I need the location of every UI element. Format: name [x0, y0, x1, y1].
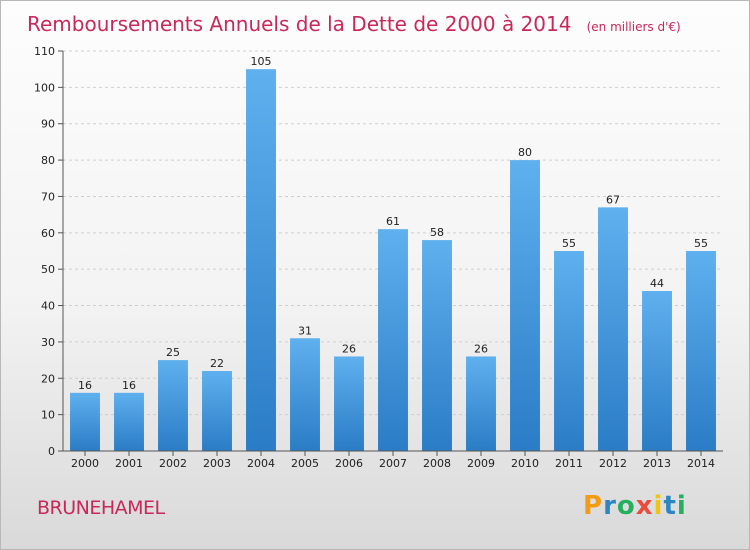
y-tick-label: 0	[48, 445, 55, 458]
bars: 16 16 25 22 105 31 26 61 58 26 80 55 67 44 55	[70, 55, 716, 451]
bar-2007	[378, 229, 408, 451]
data-label-2012: 67	[606, 193, 620, 206]
chart-title: Remboursements Annuels de la Dette de 20…	[27, 12, 681, 36]
y-tick-label: 70	[41, 190, 55, 203]
data-label-2008: 58	[430, 226, 444, 239]
chart-title-unit: (en milliers d'€)	[587, 20, 681, 34]
logo-letter: x	[635, 491, 654, 521]
bar-2005	[290, 338, 320, 451]
bar-2013	[642, 291, 672, 451]
x-tick-label-2001: 2001	[115, 457, 143, 470]
bar-2014	[686, 251, 716, 451]
y-tick-label: 40	[41, 300, 55, 313]
data-label-2002: 25	[166, 346, 180, 359]
data-label-2009: 26	[474, 342, 488, 355]
x-tick-label-2012: 2012	[599, 457, 627, 470]
y-axis: 0 10 20 30 40 50 60 70 80 90 100 110	[34, 45, 64, 458]
logo-letter: i	[653, 491, 664, 521]
x-axis: 2000 2001 2002 2003 2004 2005 2006 2007 2008 2009…	[63, 450, 723, 470]
data-label-2004: 105	[251, 55, 272, 68]
bar-2012	[598, 207, 628, 451]
x-tick-label-2000: 2000	[71, 457, 99, 470]
x-tick-label-2014: 2014	[687, 457, 715, 470]
bar-2003	[202, 371, 232, 451]
logo-letter: t	[663, 491, 677, 521]
data-label-2003: 22	[210, 357, 224, 370]
y-tick-label: 60	[41, 227, 55, 240]
data-label-2000: 16	[78, 379, 92, 392]
bar-2009	[466, 356, 496, 451]
x-tick-label-2008: 2008	[423, 457, 451, 470]
logo-letter: r	[603, 491, 617, 521]
y-tick-label: 20	[41, 372, 55, 385]
x-tick-label-2013: 2013	[643, 457, 671, 470]
bar-2010	[510, 160, 540, 451]
place-name: BRUNEHAMEL	[37, 497, 165, 519]
x-tick-label-2003: 2003	[203, 457, 231, 470]
data-label-2010: 80	[518, 146, 532, 159]
data-label-2005: 31	[298, 324, 312, 337]
x-tick-label-2002: 2002	[159, 457, 187, 470]
bar-2001	[114, 392, 144, 451]
logo-letter: P	[583, 491, 604, 521]
y-tick-label: 50	[41, 263, 55, 276]
bar-2011	[554, 251, 584, 451]
y-tick-label: 90	[41, 118, 55, 131]
bar-2008	[422, 240, 452, 451]
y-tick-label: 10	[41, 409, 55, 422]
data-label-2006: 26	[342, 342, 356, 355]
data-label-2011: 55	[562, 237, 576, 250]
bar-2006	[334, 356, 364, 451]
x-tick-label-2009: 2009	[467, 457, 495, 470]
data-label-2013: 44	[650, 277, 664, 290]
y-tick-label: 30	[41, 336, 55, 349]
x-tick-label-2006: 2006	[335, 457, 363, 470]
chart-title-main: Remboursements Annuels de la Dette de 20…	[27, 12, 571, 36]
bar-2000	[70, 392, 100, 451]
y-tick-label: 80	[41, 154, 55, 167]
logo-letter: i	[676, 491, 687, 521]
y-tick-label: 100	[34, 81, 55, 94]
data-label-2001: 16	[122, 379, 136, 392]
x-tick-label-2011: 2011	[555, 457, 583, 470]
bar-2002	[158, 360, 188, 451]
data-label-2014: 55	[694, 237, 708, 250]
y-tick-label: 110	[34, 45, 55, 58]
x-tick-label-2007: 2007	[379, 457, 407, 470]
x-tick-label-2004: 2004	[247, 457, 275, 470]
bar-2004	[246, 69, 276, 451]
data-label-2007: 61	[386, 215, 400, 228]
logo-letter: o	[616, 491, 636, 521]
x-tick-label-2005: 2005	[291, 457, 319, 470]
proxiti-logo: Proxiti	[583, 491, 687, 521]
x-tick-label-2010: 2010	[511, 457, 539, 470]
